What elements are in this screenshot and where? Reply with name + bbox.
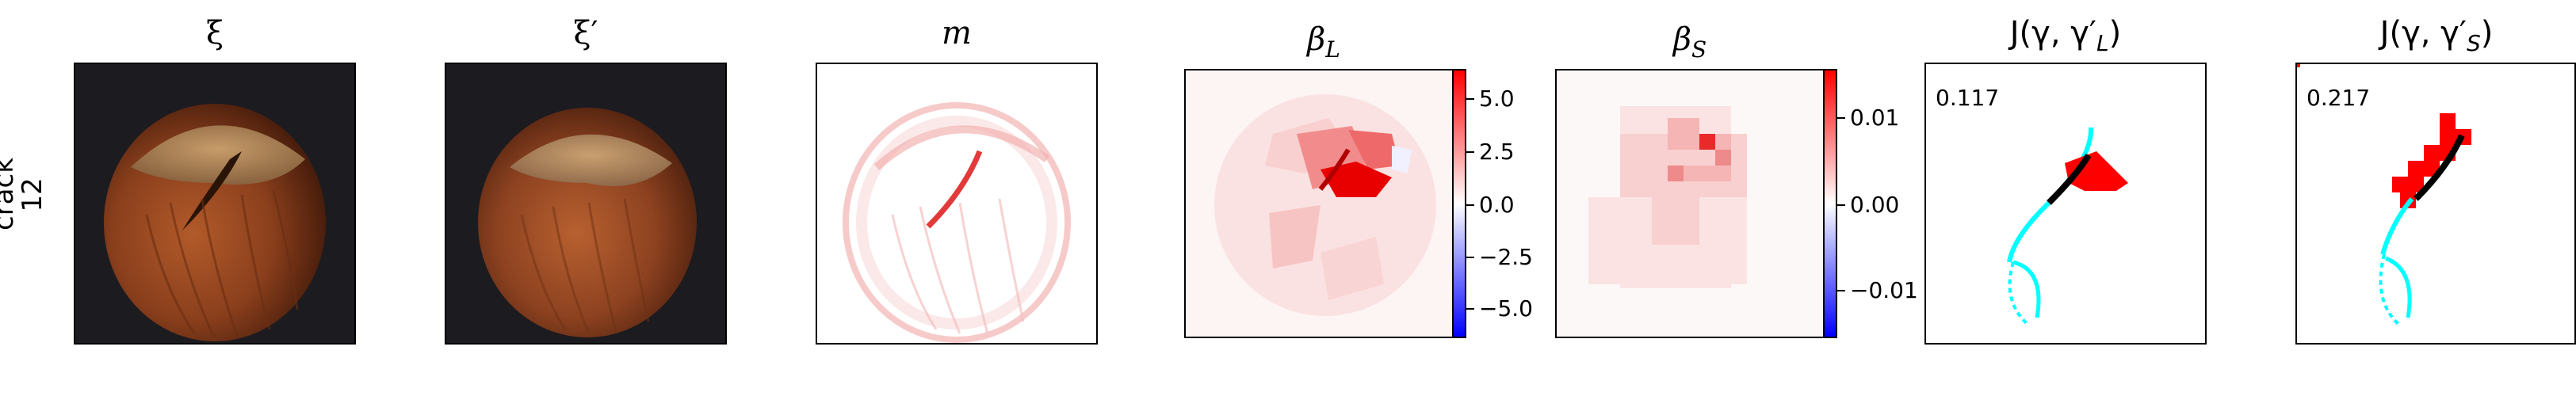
reconstructed-hazelnut-image [478, 108, 697, 337]
colorbar-l-tick: 2.5 [1479, 139, 1515, 165]
panel-j-l: 0.117 [1924, 63, 2207, 345]
row-label-line1: crack [0, 158, 20, 230]
panel-m-map [816, 63, 1098, 345]
overlap-map-l [2007, 127, 2128, 327]
panel-j-s: 0.217 [2295, 63, 2576, 345]
beta-l-subscript: L [1325, 36, 1340, 63]
jaccard-score-l: 0.117 [1936, 85, 2000, 111]
beta-s-subscript: S [1691, 36, 1707, 63]
j-l-end: ) [2108, 15, 2122, 51]
jaccard-score-s: 0.217 [2307, 85, 2371, 111]
colorbar-s-tick: 0.00 [1850, 192, 1900, 218]
colorbar-l-tick: 0.0 [1479, 192, 1515, 218]
panel-title-beta-s: βS [1555, 22, 1825, 67]
panel-title-xi: ξ [205, 15, 224, 51]
beta-s-symbol: β [1672, 21, 1691, 58]
j-l-subscript: L [2096, 30, 2109, 56]
beta-l-symbol: β [1307, 21, 1326, 58]
colorbar-s-tick: −0.01 [1850, 277, 1918, 303]
j-l-main: J(γ, γ′ [2009, 15, 2097, 51]
j-s-main: J(γ, γ′ [2379, 15, 2467, 51]
colorbar-l [1452, 69, 1466, 338]
colorbar-l-tick: −2.5 [1479, 244, 1533, 270]
panel-title-xi-prime: ξ′ [573, 15, 598, 51]
beta-s-grid-map [1557, 70, 1823, 337]
difference-map [843, 102, 1071, 343]
j-s-subscript: S [2466, 30, 2481, 56]
colorbar-s-tick: 0.01 [1850, 105, 1900, 131]
j-s-end: ) [2480, 15, 2494, 51]
panel-title-m: m [942, 15, 972, 51]
panel-beta-l-map [1184, 69, 1463, 338]
panel-title-j-l: J(γ, γ′L) [1924, 16, 2207, 61]
hazelnut-image [104, 104, 326, 341]
row-label: crack 12 [0, 158, 54, 230]
colorbar-l-tick: 5.0 [1479, 86, 1515, 112]
panel-beta-s-map [1555, 69, 1825, 338]
colorbar-s [1823, 69, 1837, 338]
panel-xi-image [74, 63, 356, 345]
beta-l-superpixel-map [1186, 70, 1462, 337]
row-label-line2: 12 [17, 177, 48, 212]
panel-title-beta-l: βL [1184, 22, 1463, 67]
overlap-map-s [2297, 64, 2471, 327]
colorbar-l-tick: −5.0 [1479, 295, 1533, 322]
panel-title-j-s: J(γ, γ′S) [2295, 16, 2576, 61]
panel-xi-prime-image [445, 63, 727, 345]
